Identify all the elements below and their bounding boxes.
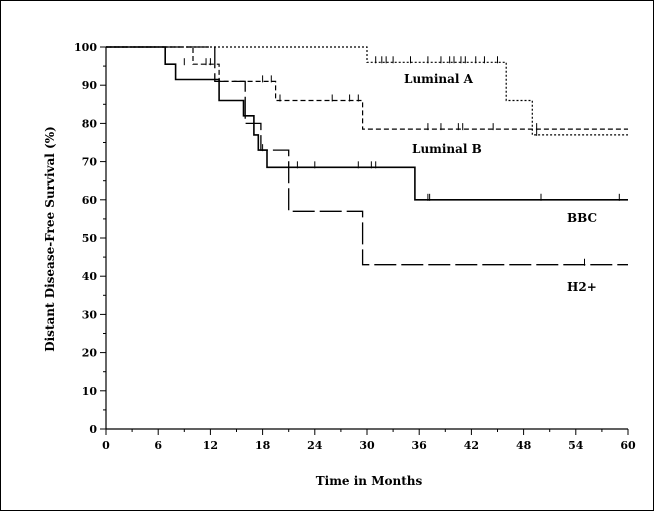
label-layer: Luminal A Luminal B BBC H2+ bbox=[404, 72, 597, 294]
axes: 0 6 12 18 24 30 36 42 48 54 60 0 10 20 30 40 50 60 70 80 90 1… bbox=[74, 41, 636, 452]
survival-curve-h2 bbox=[106, 46, 628, 266]
y-tick-label: 40 bbox=[82, 270, 98, 283]
x-tick-label: 18 bbox=[255, 439, 271, 452]
y-tick-label: 0 bbox=[89, 423, 97, 436]
series-label-luminal-a: Luminal A bbox=[404, 72, 474, 86]
x-tick-label: 6 bbox=[154, 439, 162, 452]
series-label-bbc: BBC bbox=[567, 211, 597, 225]
x-axis-title: Time in Months bbox=[316, 474, 423, 488]
y-tick-label: 80 bbox=[82, 117, 98, 130]
x-tick-label: 30 bbox=[359, 439, 375, 452]
x-tick-label: 24 bbox=[307, 439, 323, 452]
x-tick-label: 12 bbox=[203, 439, 218, 452]
y-tick-label: 70 bbox=[82, 156, 98, 169]
x-tick-label: 42 bbox=[464, 439, 479, 452]
series-layer bbox=[106, 46, 628, 266]
y-tick-label: 10 bbox=[82, 385, 98, 398]
y-tick-label: 30 bbox=[82, 308, 98, 321]
y-tick-label: 90 bbox=[82, 79, 98, 92]
x-tick-label: 60 bbox=[620, 439, 636, 452]
survival-curve-bbc bbox=[106, 46, 628, 201]
survival-curve-luminal-b bbox=[106, 46, 628, 130]
y-tick-label: 20 bbox=[82, 347, 98, 360]
y-axis-title: Distant Disease-Free Survival (%) bbox=[43, 126, 57, 352]
x-tick-label: 36 bbox=[412, 439, 428, 452]
y-tick-label: 100 bbox=[74, 41, 97, 54]
y-tick-label: 60 bbox=[82, 194, 98, 207]
series-label-luminal-b: Luminal B bbox=[412, 142, 482, 156]
series-label-h2plus: H2+ bbox=[567, 280, 597, 294]
x-tick-label: 54 bbox=[568, 439, 584, 452]
x-tick-label: 48 bbox=[516, 439, 532, 452]
y-tick-label: 50 bbox=[82, 232, 98, 245]
x-tick-label: 0 bbox=[102, 439, 110, 452]
